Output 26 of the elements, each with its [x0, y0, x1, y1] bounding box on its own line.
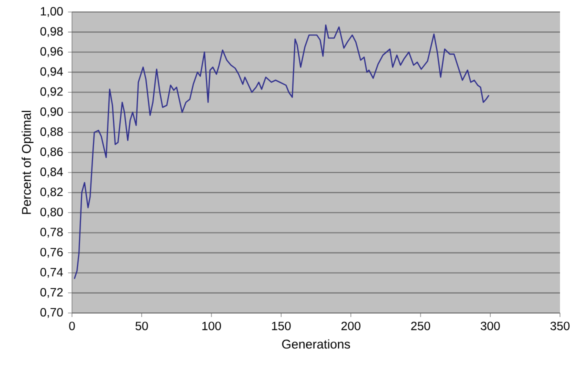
y-tick-label: 0,98 — [40, 27, 63, 38]
y-tick-label: 0,94 — [40, 67, 63, 78]
y-tick-label: 0,74 — [40, 268, 63, 278]
y-tick-label: 0,86 — [40, 147, 63, 158]
y-tick-label: 0,82 — [40, 188, 63, 198]
y-tick-label: 0,90 — [40, 107, 63, 118]
x-axis-title: Generations — [282, 339, 350, 349]
x-tick-label: 300 — [480, 322, 500, 330]
x-tick-label: 100 — [202, 322, 221, 330]
y-tick-label: 1,00 — [40, 7, 63, 17]
y-tick-label: 0,96 — [40, 47, 63, 58]
x-tick-label: 150 — [272, 322, 291, 330]
x-tick-label: 350 — [550, 322, 570, 330]
x-tick-label: 200 — [341, 322, 360, 330]
y-tick-label: 0,88 — [40, 127, 63, 138]
y-tick-label: 0,78 — [40, 228, 63, 238]
x-tick-label: 50 — [136, 322, 148, 330]
x-tick-label: 0 — [69, 322, 75, 330]
y-tick-label: 0,80 — [40, 208, 63, 218]
y-tick-label: 0,72 — [40, 288, 63, 298]
y-tick-label: 0,76 — [40, 248, 63, 258]
x-tick-label: 250 — [411, 322, 430, 330]
y-axis-title: Percent of Optimal — [22, 110, 34, 214]
y-tick-label: 0,84 — [40, 168, 63, 178]
y-tick-label: 0,70 — [40, 308, 63, 318]
y-tick-label: 0,92 — [40, 87, 63, 98]
